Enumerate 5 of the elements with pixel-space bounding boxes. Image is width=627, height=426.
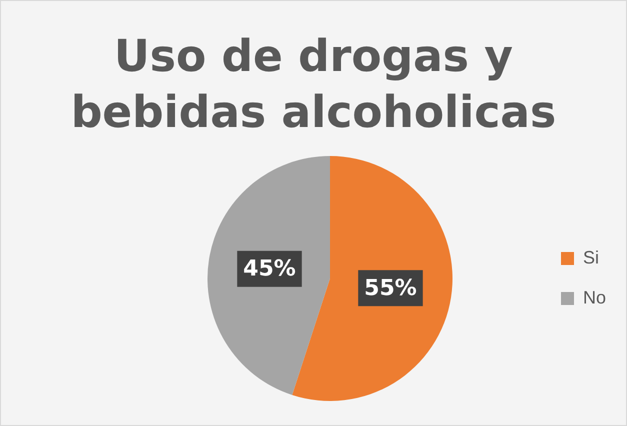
chart-title: Uso de drogas y bebidas alcoholicas: [70, 30, 558, 140]
data-label: 45%: [243, 256, 296, 282]
legend-label: No: [582, 287, 606, 308]
data-label: 55%: [364, 276, 417, 301]
legend-label: Si: [582, 247, 600, 268]
